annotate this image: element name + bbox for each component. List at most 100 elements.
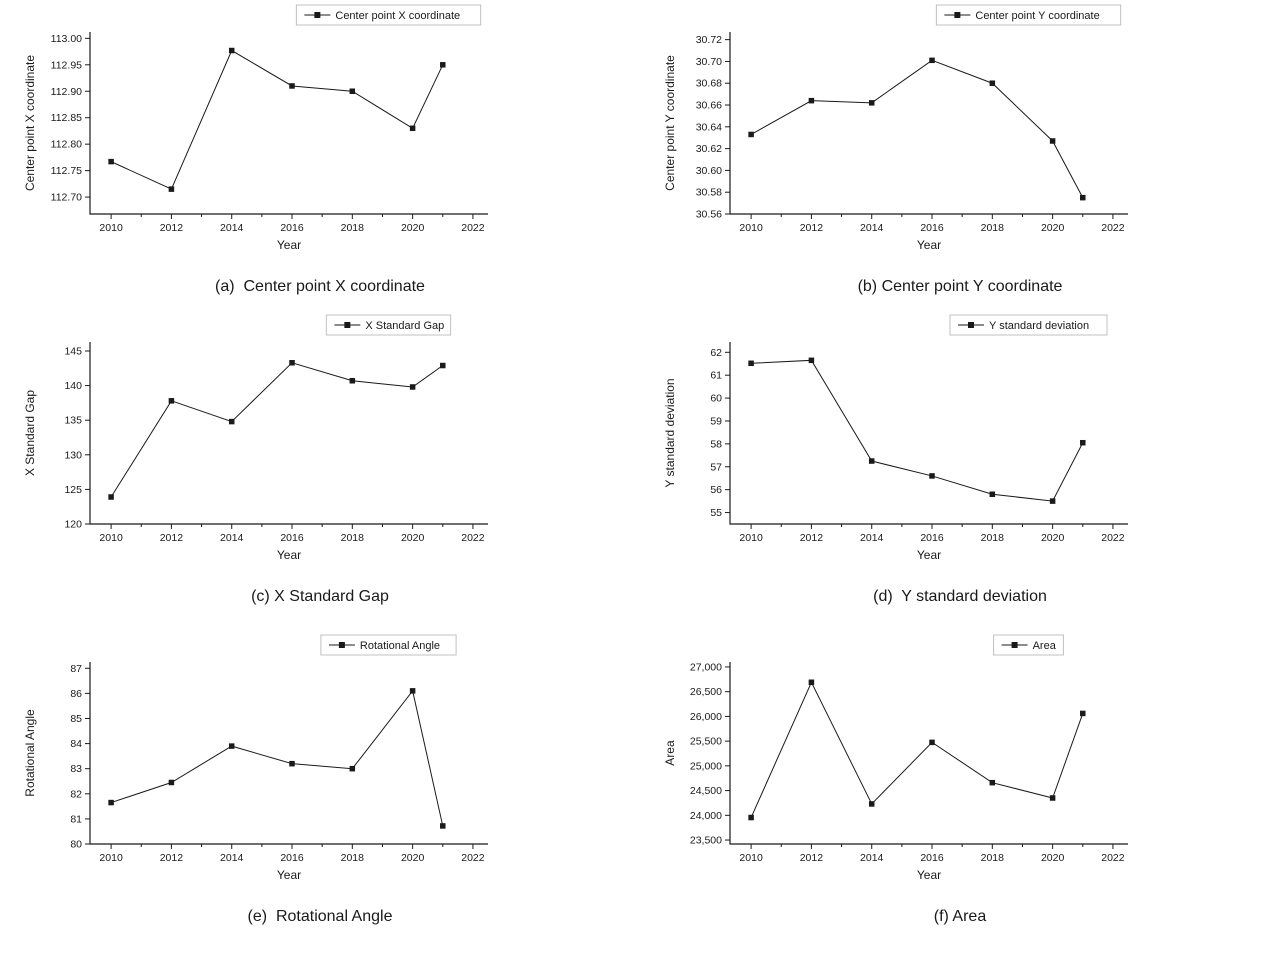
panel-center-point-y: 30.56 30.58 30.60 30.62 30.64 30.66 30.68 30.70… <box>640 0 1280 310</box>
data-point-marker <box>349 378 356 384</box>
data-point-marker <box>989 491 996 497</box>
x-axis-label: Year <box>277 238 301 252</box>
x-tick-label: 2018 <box>341 222 365 234</box>
data-point-marker <box>1080 439 1086 446</box>
y-tick-label: 30.60 <box>696 165 722 177</box>
y-tick-label: 24,000 <box>690 810 722 822</box>
x-tick-label: 2010 <box>99 222 123 234</box>
caption-y-standard-deviation: (d) Y standard deviation <box>873 588 1047 605</box>
y-tick-label: 83 <box>70 763 82 775</box>
chart-center-point-y: 30.56 30.58 30.60 30.62 30.64 30.66 30.68 30.70… <box>663 4 1128 252</box>
x-tick-label: 2016 <box>920 852 944 864</box>
data-point-marker <box>748 131 754 138</box>
x-tick-label: 2022 <box>1101 852 1125 864</box>
y-tick-label: 86 <box>70 688 82 700</box>
data-point-marker <box>228 47 235 54</box>
caption-x-standard-gap: (c) X Standard Gap <box>251 588 389 605</box>
data-point-marker <box>929 57 935 64</box>
y-axis-label: Rotational Angle <box>23 709 37 797</box>
axes <box>89 342 488 525</box>
y-axis-label: Center point X coordinate <box>23 55 37 191</box>
x-tick-label: 2020 <box>1041 532 1065 544</box>
x-tick-label: 2014 <box>860 222 884 234</box>
y-tick-label: 55 <box>710 507 722 519</box>
y-tick-label: 112.70 <box>51 192 82 204</box>
data-point-marker <box>1049 795 1056 801</box>
y-tick-label: 60 <box>710 393 722 405</box>
legend-box <box>993 634 1064 656</box>
x-tick-label: 2010 <box>99 852 123 864</box>
legend-box <box>295 4 482 26</box>
y-tick-label: 25,500 <box>690 736 722 748</box>
axes <box>89 32 488 215</box>
y-tick-label: 30.64 <box>696 121 722 133</box>
x-tick-label: 2022 <box>461 222 485 234</box>
data-point-marker <box>289 760 295 767</box>
legend-marker-icon <box>968 322 974 328</box>
y-tick-label: 27,000 <box>690 661 722 673</box>
y-tick-label: 30.68 <box>696 78 722 90</box>
y-tick-label: 87 <box>70 663 82 675</box>
data-point-marker <box>1049 498 1056 504</box>
data-point-marker <box>440 362 446 369</box>
legend-box <box>320 634 457 656</box>
data-point-marker <box>1080 194 1086 201</box>
chart-y-standard-deviation: 55 56 57 58 59 60 61 62 2010 2012 2014 2016 2018 2020… <box>663 314 1128 562</box>
y-tick-label: 58 <box>710 438 722 450</box>
y-axis-label: Y standard deviation <box>663 378 677 487</box>
x-tick-label: 2022 <box>461 532 485 544</box>
x-tick-label: 2016 <box>920 532 944 544</box>
data-point-marker <box>748 360 754 367</box>
data-point-marker <box>440 62 446 68</box>
y-tick-label: 113.00 <box>51 33 82 45</box>
x-tick-label: 2012 <box>800 532 824 544</box>
y-tick-label: 80 <box>70 839 82 851</box>
legend-label: Y standard deviation <box>989 320 1089 332</box>
y-tick-label: 59 <box>710 415 722 427</box>
x-tick-label: 2012 <box>800 852 824 864</box>
x-tick-label: 2014 <box>220 852 244 864</box>
x-tick-label: 2020 <box>1041 852 1065 864</box>
y-axis-label: Center point Y coordinate <box>663 55 677 191</box>
y-tick-label: 130 <box>64 449 82 461</box>
y-tick-label: 112.90 <box>51 86 82 98</box>
data-point-marker <box>108 799 114 806</box>
x-tick-label: 2020 <box>401 222 425 234</box>
x-axis-label: Year <box>917 548 941 562</box>
x-tick-label: 2018 <box>341 852 365 864</box>
x-tick-label: 2012 <box>160 222 184 234</box>
legend-label: Rotational Angle <box>360 640 440 652</box>
data-point-marker <box>289 360 295 366</box>
data-point-marker <box>168 779 175 786</box>
data-point-marker <box>748 814 754 821</box>
y-tick-label: 112.75 <box>51 165 82 177</box>
legend-label: Center point Y coordinate <box>975 10 1099 22</box>
x-tick-label: 2016 <box>280 222 304 234</box>
legend-box <box>325 314 452 336</box>
legend-marker-icon <box>314 12 321 18</box>
x-tick-label: 2010 <box>739 222 763 234</box>
data-point-marker <box>409 384 416 390</box>
x-tick-label: 2018 <box>981 852 1005 864</box>
chart-rotational-angle: 80 81 82 83 84 85 86 87 2010 2012 2014 2016 2018 2020… <box>23 634 488 882</box>
x-tick-label: 2020 <box>401 532 425 544</box>
caption-rotational-angle: (e) Rotational Angle <box>247 908 393 925</box>
y-axis-label: X Standard Gap <box>23 390 37 476</box>
axes <box>729 342 1128 525</box>
y-tick-label: 125 <box>64 484 82 496</box>
data-point-marker <box>929 473 935 479</box>
y-tick-label: 140 <box>64 380 82 392</box>
y-tick-label: 135 <box>64 415 82 427</box>
y-tick-label: 112.85 <box>51 112 82 124</box>
data-point-marker <box>808 357 815 364</box>
chart-area: 23,500 24,000 24,500 25,000 25,500 26,000 26,5… <box>663 634 1128 882</box>
x-tick-label: 2020 <box>1041 222 1065 234</box>
legend-marker-icon <box>344 322 351 328</box>
data-point-marker <box>349 88 356 95</box>
data-point-marker <box>228 418 235 425</box>
data-point-marker <box>409 688 416 694</box>
panel-center-point-x: 112.70 112.75 112.80 112.85 112.90 112.95 113.… <box>0 0 640 310</box>
x-tick-label: 2016 <box>280 532 304 544</box>
data-point-marker <box>989 80 996 86</box>
panel-area: 23,500 24,000 24,500 25,000 25,500 26,000 26,5… <box>640 630 1280 961</box>
